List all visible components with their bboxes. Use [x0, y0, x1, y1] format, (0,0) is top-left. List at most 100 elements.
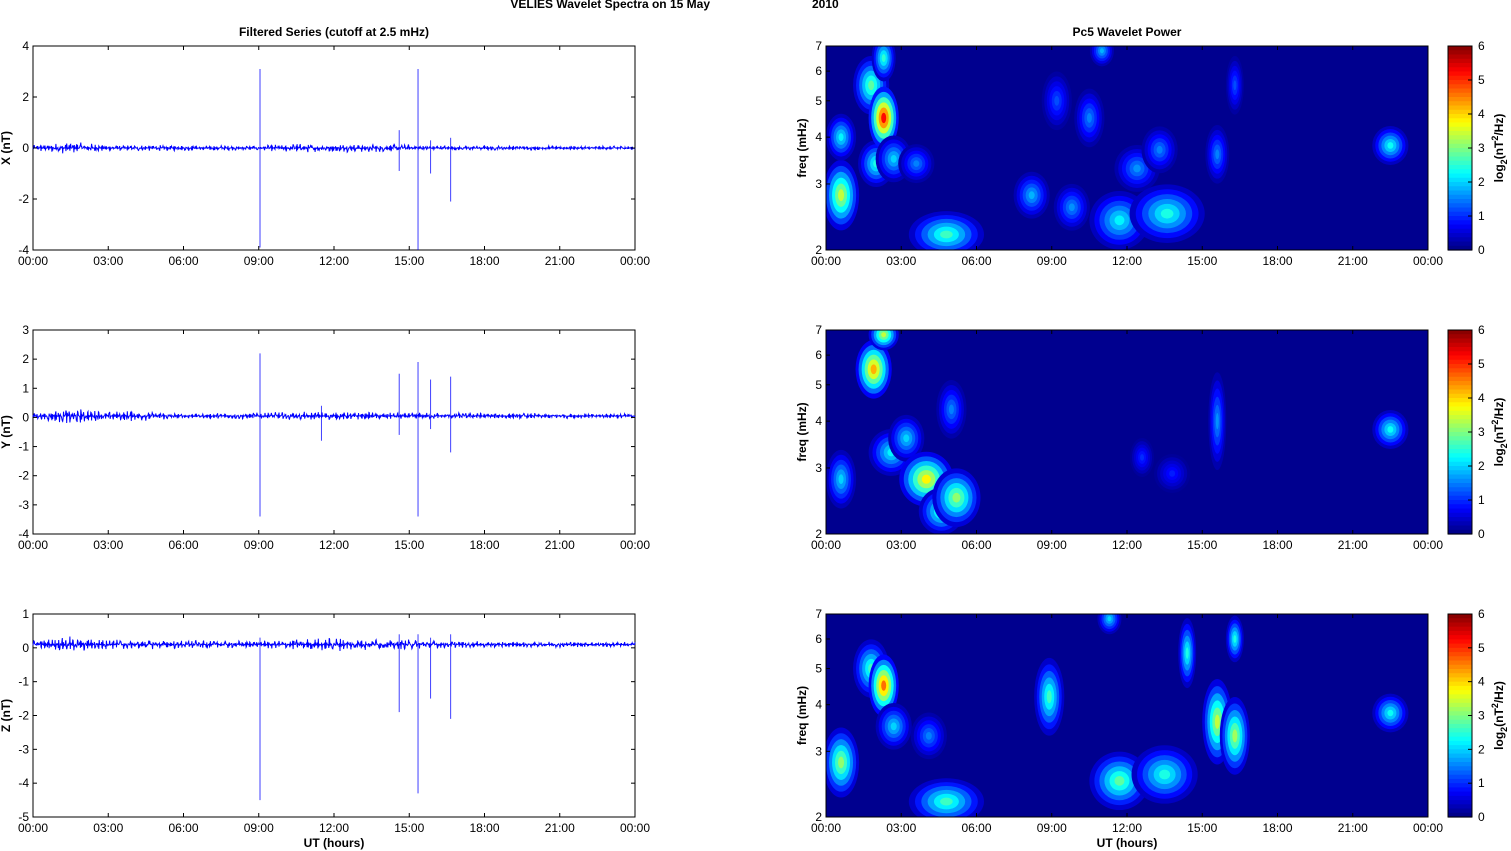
colorbar-segment	[1448, 719, 1472, 725]
colorbar-segment	[1448, 131, 1472, 136]
colorbar-tick-label: 1	[1478, 776, 1485, 790]
power-blob	[1387, 426, 1394, 433]
colorbar-label-part: log	[1492, 164, 1506, 182]
colorbar-segment	[1448, 635, 1472, 640]
colorbar-tick-label: 4	[1478, 675, 1485, 689]
colorbar-segment	[1448, 152, 1472, 158]
x-tick-label: 00:00	[18, 821, 48, 835]
colorbar-segment	[1448, 199, 1472, 204]
colorbar-segment	[1448, 698, 1472, 704]
x-tick-label: 18:00	[469, 821, 499, 835]
x-tick-label: 03:00	[886, 821, 916, 835]
colorbar-segment	[1448, 808, 1472, 814]
colorbar-segment	[1448, 88, 1472, 94]
y-tick-label: 4	[815, 698, 822, 712]
colorbar-segment	[1448, 436, 1472, 442]
x-tick-label: 09:00	[1037, 538, 1067, 552]
colorbar-segment	[1448, 791, 1472, 797]
colorbar-segment	[1448, 812, 1472, 818]
colorbar-segment	[1448, 673, 1472, 679]
spectrogram-blobs	[826, 46, 1409, 250]
colorbar-segment	[1448, 114, 1472, 119]
series-line	[32, 142, 636, 154]
power-blob	[1140, 454, 1145, 461]
colorbar-segment	[1448, 359, 1472, 365]
plot-area	[32, 329, 636, 535]
spectrogram-blobs	[826, 330, 1409, 534]
colorbar-segment	[1448, 126, 1472, 132]
colorbar-segment	[1448, 415, 1472, 420]
y-tick-label: -4	[18, 776, 29, 790]
colorbar-segment	[1448, 449, 1472, 454]
colorbar-segment	[1448, 245, 1472, 251]
power-blob	[881, 54, 886, 62]
x-axis-label: UT (hours)	[1097, 836, 1158, 850]
power-blob	[838, 756, 845, 769]
colorbar-segment	[1448, 419, 1472, 425]
colorbar-label-part: 2	[1490, 136, 1500, 141]
colorbar-segment	[1448, 783, 1472, 788]
y-tick-label: 5	[815, 94, 822, 108]
colorbar-label-part: /Hz)	[1492, 114, 1506, 136]
x-tick-label: 00:00	[18, 538, 48, 552]
colorbar-segment	[1448, 122, 1472, 128]
x-tick-label: 21:00	[1338, 821, 1368, 835]
x-tick-label: 06:00	[961, 538, 991, 552]
power-blob	[881, 112, 887, 124]
x-tick-label: 03:00	[886, 538, 916, 552]
x-tick-label: 12:00	[1112, 538, 1142, 552]
power-blob	[870, 364, 877, 375]
x-tick-label: 21:00	[545, 538, 575, 552]
colorbar-tick-label: 0	[1478, 527, 1485, 541]
x-tick-label: 12:00	[319, 254, 349, 268]
x-tick-label: 00:00	[811, 821, 841, 835]
colorbar-segment	[1448, 165, 1472, 170]
colorbar-label-part: log	[1492, 732, 1506, 750]
y-tick-label: 3	[22, 323, 29, 337]
colorbar-segment	[1448, 211, 1472, 217]
power-blob	[952, 492, 961, 503]
x-tick-label: 15:00	[1187, 821, 1217, 835]
x-tick-label: 06:00	[168, 254, 198, 268]
figure-title: VELIES Wavelet Spectra on 15 May	[510, 0, 710, 11]
colorbar-segment	[1448, 660, 1472, 666]
colorbar-segment	[1448, 491, 1472, 497]
x-tick-label: 18:00	[1262, 821, 1292, 835]
x-tick-label: 09:00	[1037, 821, 1067, 835]
colorbar-segment	[1448, 241, 1472, 247]
y-tick-label: 3	[815, 744, 822, 758]
power-blob	[921, 474, 931, 484]
y-tick-label: 0	[22, 410, 29, 424]
colorbar-label-part: (nT	[1492, 140, 1506, 159]
colorbar-segment	[1448, 495, 1472, 501]
colorbar-tick-label: 2	[1478, 459, 1485, 473]
colorbar-segment	[1448, 736, 1472, 742]
colorbar-segment	[1448, 372, 1472, 378]
y-tick-label: -2	[18, 469, 29, 483]
colorbar-segment	[1448, 80, 1472, 85]
colorbar-tick-label: 0	[1478, 810, 1485, 824]
colorbar-segment	[1448, 444, 1472, 450]
colorbar-segment	[1448, 483, 1472, 488]
colorbar-segment	[1448, 364, 1472, 369]
colorbar-segment	[1448, 169, 1472, 175]
colorbar-segment	[1448, 690, 1472, 695]
y-tick-label: 2	[22, 352, 29, 366]
y-tick-label: 1	[22, 607, 29, 621]
x-tick-label: 00:00	[811, 538, 841, 552]
power-blob	[881, 680, 887, 691]
y-tick-label: 5	[815, 378, 822, 392]
power-blob	[940, 797, 953, 806]
colorbar-segment	[1448, 118, 1472, 124]
colorbar-tick-label: 5	[1478, 73, 1485, 87]
colorbar-segment	[1448, 177, 1472, 183]
series-line	[32, 636, 636, 652]
colorbar-tick-label: 1	[1478, 493, 1485, 507]
power-blob	[868, 80, 875, 91]
x-tick-label: 12:00	[319, 821, 349, 835]
colorbar-segment	[1448, 728, 1472, 734]
power-blob	[1086, 113, 1092, 123]
y-tick-label: 3	[815, 177, 822, 191]
colorbar-segment	[1448, 406, 1472, 412]
colorbar-segment	[1448, 423, 1472, 429]
